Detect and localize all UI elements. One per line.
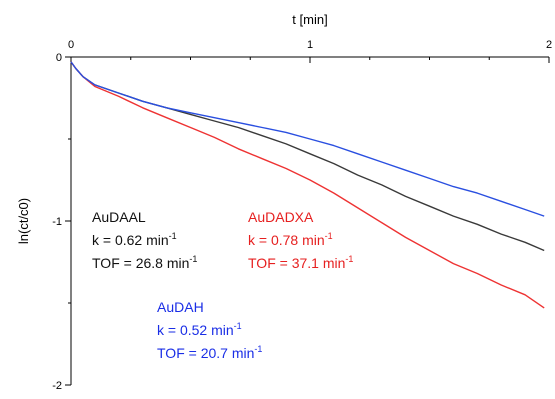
- x-axis-title: t [min]: [292, 12, 327, 27]
- series-lines: [70, 61, 545, 309]
- annotation-name: AuDADXA: [248, 209, 314, 225]
- exponent: -1: [325, 231, 333, 241]
- series-line-audadxa: [70, 61, 545, 309]
- series-line-audah: [70, 61, 545, 217]
- annotation-audadxa: AuDADXA k = 0.78 min-1 TOF = 37.1 min-1: [248, 209, 353, 271]
- annotation-tof-value: TOF = 37.1 min-1: [248, 254, 353, 271]
- annotation-tof-value: TOF = 26.8 min-1: [92, 254, 197, 271]
- x-tick-label: 0: [68, 39, 74, 51]
- annotation-name: AuDAAL: [92, 209, 146, 225]
- exponent: -1: [345, 254, 353, 264]
- y-tick-label: -1: [52, 216, 62, 228]
- annotation-k-value: k = 0.52 min-1: [157, 321, 242, 338]
- y-tick-label: -2: [52, 380, 62, 392]
- annotation-name: AuDAH: [157, 299, 204, 315]
- annotation-k-value: k = 0.62 min-1: [92, 231, 177, 248]
- y-axis-title: ln(ct/c0): [16, 198, 31, 244]
- exponent: -1: [169, 231, 177, 241]
- annotation-k-value: k = 0.78 min-1: [248, 231, 333, 248]
- annotation-audaal: AuDAAL k = 0.62 min-1 TOF = 26.8 min-1: [92, 209, 197, 271]
- exponent: -1: [254, 344, 262, 354]
- x-tick-label: 2: [546, 39, 552, 51]
- exponent: -1: [234, 321, 242, 331]
- y-tick-label: 0: [56, 52, 62, 64]
- exponent: -1: [189, 254, 197, 264]
- x-tick-label: 1: [307, 39, 313, 51]
- annotation-audah: AuDAH k = 0.52 min-1 TOF = 20.7 min-1: [157, 299, 262, 361]
- annotation-tof-value: TOF = 20.7 min-1: [157, 344, 262, 361]
- axes: 0 1 2 0 -1 -2 t [min] ln(ct/c0): [16, 12, 552, 392]
